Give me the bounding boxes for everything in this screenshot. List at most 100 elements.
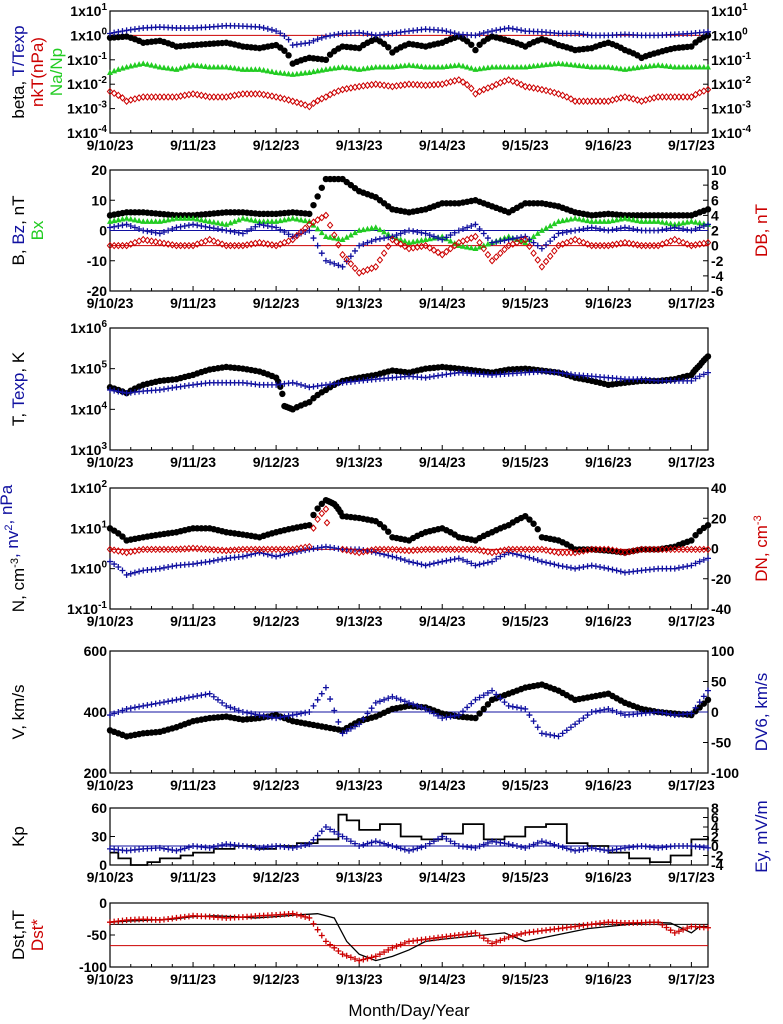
data-point <box>281 713 288 720</box>
data-point <box>430 63 437 70</box>
data-point <box>605 545 612 554</box>
y-axis-label-part: -3 <box>9 558 21 568</box>
data-point <box>260 222 267 229</box>
data-point <box>384 82 392 90</box>
data-point <box>293 843 300 850</box>
data-point <box>219 699 226 706</box>
data-point <box>106 87 114 96</box>
y-axis-label-3-part: Na/Np <box>47 48 66 96</box>
data-point <box>264 91 272 100</box>
data-point <box>663 924 670 931</box>
data-point <box>651 62 658 69</box>
data-point <box>293 70 300 77</box>
x-tick-label: 9/12/23 <box>253 613 300 629</box>
data-point <box>629 95 637 103</box>
series-1 <box>107 22 711 49</box>
data-point <box>584 225 591 232</box>
data-point <box>667 711 674 718</box>
data-point <box>484 559 491 566</box>
right-tick-label: 1x101 <box>711 2 748 19</box>
data-point <box>252 545 259 554</box>
data-point <box>314 96 321 105</box>
series-2 <box>107 221 711 270</box>
data-point <box>406 847 412 854</box>
right-axis-label: Ey, mV/m <box>752 800 771 872</box>
y-tick-label: 1x10-1 <box>67 600 107 617</box>
data-point <box>206 218 213 224</box>
data-point <box>385 946 392 953</box>
data-point <box>293 215 300 222</box>
data-point <box>107 224 113 231</box>
data-point <box>696 219 703 226</box>
data-point <box>314 36 321 43</box>
data-point <box>277 226 284 233</box>
data-point <box>347 547 355 555</box>
data-point <box>484 689 491 696</box>
data-point <box>306 69 313 75</box>
data-point <box>177 696 184 703</box>
data-point <box>588 63 595 70</box>
series-line <box>109 913 708 962</box>
data-point <box>505 702 512 709</box>
y-tick-label: 1x10-1 <box>67 51 107 68</box>
data-point <box>438 250 446 259</box>
data-point <box>501 237 508 244</box>
data-point <box>700 556 707 563</box>
data-point <box>563 845 570 852</box>
data-point <box>555 562 562 569</box>
data-point <box>152 93 159 101</box>
data-point <box>588 844 595 851</box>
data-point <box>613 567 620 574</box>
data-point <box>605 705 612 712</box>
data-point <box>210 237 218 245</box>
series-0 <box>109 913 708 962</box>
data-point <box>219 556 226 563</box>
data-point <box>489 63 496 70</box>
data-point <box>493 838 500 845</box>
data-point <box>476 932 483 939</box>
data-point <box>468 222 475 229</box>
data-point <box>638 545 645 554</box>
data-point <box>692 708 699 715</box>
data-point <box>700 371 707 378</box>
series-1 <box>107 368 711 397</box>
data-point <box>592 225 599 232</box>
data-point <box>651 218 658 224</box>
data-point <box>214 238 222 247</box>
data-point <box>617 845 624 852</box>
data-point <box>169 545 176 554</box>
data-point <box>426 244 434 252</box>
data-point <box>671 63 678 70</box>
data-point <box>584 845 591 852</box>
data-point <box>430 560 437 567</box>
data-point <box>580 715 587 722</box>
x-tick-label: 9/10/23 <box>87 454 134 470</box>
data-point <box>459 62 466 69</box>
data-point <box>148 545 155 554</box>
data-point <box>140 218 147 224</box>
data-point <box>181 695 188 702</box>
data-point <box>281 545 288 554</box>
data-point <box>559 548 566 557</box>
data-point <box>376 63 383 70</box>
data-point <box>546 87 554 96</box>
data-point <box>189 544 197 553</box>
data-point <box>393 545 400 554</box>
data-point <box>231 229 238 236</box>
x-tick-label: 9/11/23 <box>170 454 216 470</box>
data-point <box>372 224 379 230</box>
data-point <box>455 545 463 554</box>
data-point <box>268 545 276 554</box>
data-point <box>414 62 421 69</box>
data-point <box>580 225 587 232</box>
data-point <box>518 930 525 937</box>
data-point <box>592 97 600 106</box>
data-point <box>310 545 317 552</box>
data-point <box>517 545 525 554</box>
data-point <box>302 217 309 224</box>
data-point <box>119 94 126 102</box>
data-point <box>260 24 267 31</box>
data-point <box>414 229 421 236</box>
data-point <box>268 218 275 224</box>
data-point <box>310 218 317 226</box>
